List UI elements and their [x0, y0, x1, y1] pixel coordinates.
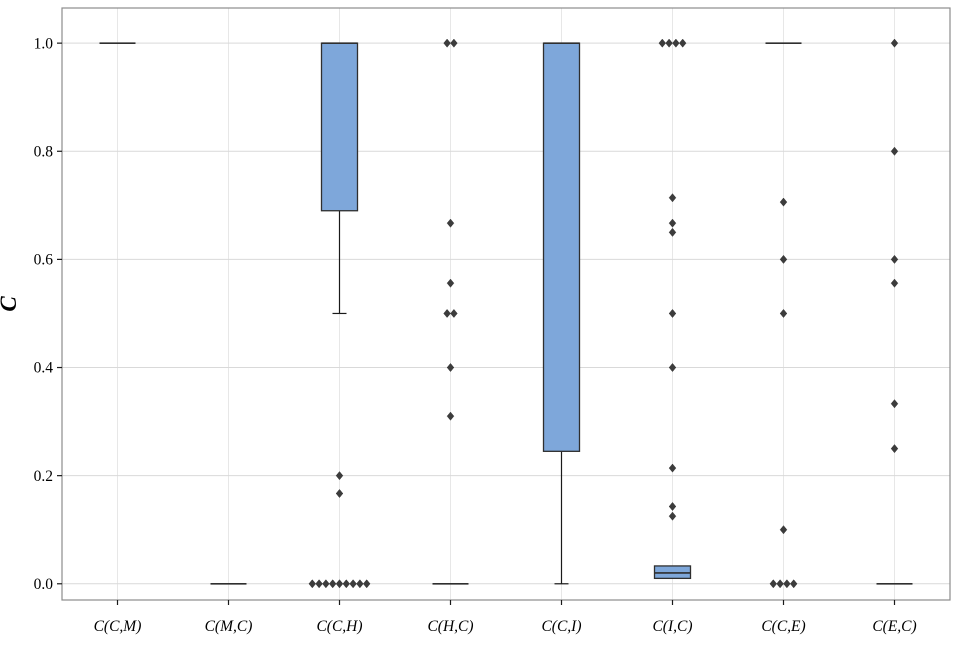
outlier-point [668, 308, 677, 318]
x-category-label: C(E,C) [872, 618, 916, 635]
outlier-point [890, 38, 899, 48]
outlier-point [658, 38, 667, 48]
outlier-point [356, 579, 364, 589]
outlier-point [342, 579, 351, 589]
x-category-label: C(I,C) [652, 618, 692, 635]
outlier-point [308, 579, 317, 589]
outlier-point [315, 579, 323, 589]
outlier-point [789, 579, 798, 589]
x-category-label: C(C,E) [761, 618, 805, 635]
outlier-point [446, 278, 455, 288]
y-tick-label: 0.0 [34, 576, 54, 593]
outlier-point [668, 463, 677, 473]
outlier-point [890, 278, 899, 288]
x-category-label: C(C,I) [541, 618, 581, 635]
outlier-point [450, 38, 458, 48]
x-category-label: C(C,M) [94, 618, 142, 635]
y-tick-label: 0.2 [34, 468, 53, 485]
outlier-point [779, 308, 788, 318]
y-tick-label: 0.6 [34, 252, 54, 269]
outlier-point [779, 525, 788, 535]
outlier-point [665, 38, 673, 48]
y-tick-label: 1.0 [34, 35, 54, 52]
panel-border [61, 7, 951, 601]
y-tick-label: 0.4 [34, 360, 54, 377]
x-category-label: C(M,C) [205, 618, 253, 635]
outlier-point [672, 38, 680, 48]
outlier-point [349, 579, 357, 589]
y-axis-label: C [0, 296, 21, 312]
x-category-label: C(C,H) [316, 618, 362, 635]
outlier-point [328, 579, 337, 589]
x-category-label: C(H,C) [427, 618, 473, 635]
outlier-point [668, 501, 677, 511]
outlier-point [678, 38, 687, 48]
outlier-point [890, 254, 899, 264]
outlier-point [322, 579, 330, 589]
box-C(I,C) [653, 565, 692, 580]
y-tick-label: 0.8 [34, 143, 54, 160]
outlier-point [776, 579, 784, 589]
outlier-point [668, 511, 677, 521]
outlier-point [890, 146, 899, 156]
outlier-point [446, 363, 455, 373]
outlier-point [446, 218, 455, 228]
outlier-point [335, 579, 344, 589]
outlier-point [779, 197, 788, 207]
outlier-point [668, 193, 677, 203]
outlier-point [362, 579, 371, 589]
outlier-point [450, 308, 458, 318]
outlier-point [783, 579, 791, 589]
box-C(C,H) [320, 42, 359, 212]
outlier-point [668, 227, 677, 237]
outlier-point [668, 363, 677, 373]
outlier-point [443, 308, 451, 318]
outlier-point [443, 38, 451, 48]
outlier-point [779, 254, 788, 264]
outlier-point [446, 411, 455, 421]
box-C(C,I) [542, 42, 581, 452]
outlier-point [668, 218, 677, 228]
outlier-point [890, 444, 899, 454]
outlier-point [769, 579, 778, 589]
outlier-point [335, 471, 344, 481]
outlier-point [335, 489, 344, 498]
outlier-point [890, 399, 899, 409]
